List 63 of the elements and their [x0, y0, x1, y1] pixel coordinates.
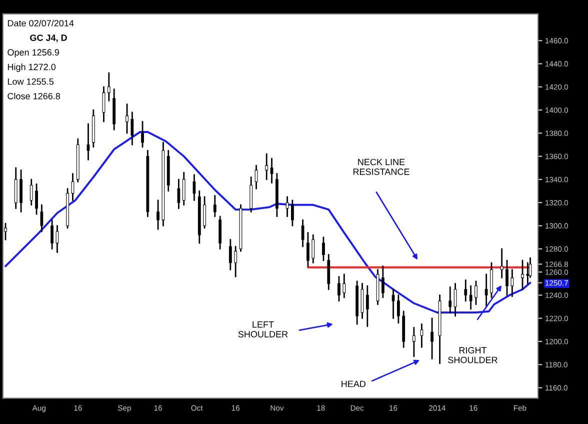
candlestick: [107, 72, 110, 102]
candlestick: [381, 266, 384, 298]
candlestick: [71, 172, 74, 201]
candlestick: [420, 323, 424, 348]
candlestick: [396, 294, 400, 324]
candlestick: [250, 176, 253, 213]
candlestick: [213, 194, 216, 218]
candlestick: [510, 269, 514, 298]
candlestick: [430, 318, 434, 360]
candlestick: [291, 200, 294, 226]
candlestick: [192, 174, 196, 201]
candlestick: [35, 183, 38, 215]
candlestick: [156, 200, 160, 230]
annotation: High 1272.0: [8, 64, 56, 72]
candlestick: [141, 120, 144, 148]
annotation: GC J4, D: [30, 34, 67, 42]
candlestick: [254, 164, 258, 190]
candlestick: [50, 219, 54, 250]
candlestick: [312, 234, 315, 264]
candlestick: [286, 196, 289, 218]
candlestick: [218, 216, 222, 250]
candlestick: [469, 285, 472, 310]
candlestick: [40, 204, 44, 232]
candlestick: [30, 178, 33, 206]
candlestick: [126, 104, 128, 134]
annotation: LEFT SHOULDER: [238, 321, 288, 338]
candlestick: [506, 260, 508, 296]
candlestick: [182, 172, 186, 206]
candlestick: [177, 178, 180, 210]
annotation: Low 1255.5: [8, 78, 54, 85]
candlestick: [14, 167, 18, 210]
candlestick: [448, 286, 452, 314]
candlestick: [327, 254, 330, 290]
candlestick: [342, 274, 346, 298]
candlestick: [322, 236, 325, 262]
candlestick: [484, 274, 488, 308]
candlestick: [86, 123, 90, 160]
candlestick: [521, 260, 524, 290]
candlestick: [366, 285, 369, 328]
candlestick: [20, 170, 22, 213]
candlestick: [338, 276, 340, 302]
candlestick: [301, 219, 304, 248]
candlestick: [203, 196, 206, 229]
candlestick: [392, 288, 395, 319]
candlestick: [490, 262, 493, 298]
annotation: Date 02/07/2014: [8, 20, 74, 26]
candlestick: [228, 238, 232, 270]
annotation: HEAD: [342, 380, 366, 388]
annotation: NECK LINE RESISTANCE: [353, 158, 410, 175]
candlestick: [474, 280, 478, 306]
annotation: Open 1256.9: [8, 49, 59, 58]
annotation: Close 1266.8: [8, 92, 60, 100]
candlestick: [464, 279, 468, 302]
candlestick: [270, 158, 274, 184]
candlestick: [265, 153, 268, 180]
candlestick: [306, 232, 310, 267]
candlestick: [500, 248, 504, 278]
annotation: RIGHT SHOULDER: [448, 347, 498, 364]
candlestick: [130, 112, 134, 146]
candlestick: [412, 326, 416, 358]
candlestick: [454, 282, 457, 317]
candlestick: [56, 225, 59, 254]
candlestick: [234, 246, 238, 278]
